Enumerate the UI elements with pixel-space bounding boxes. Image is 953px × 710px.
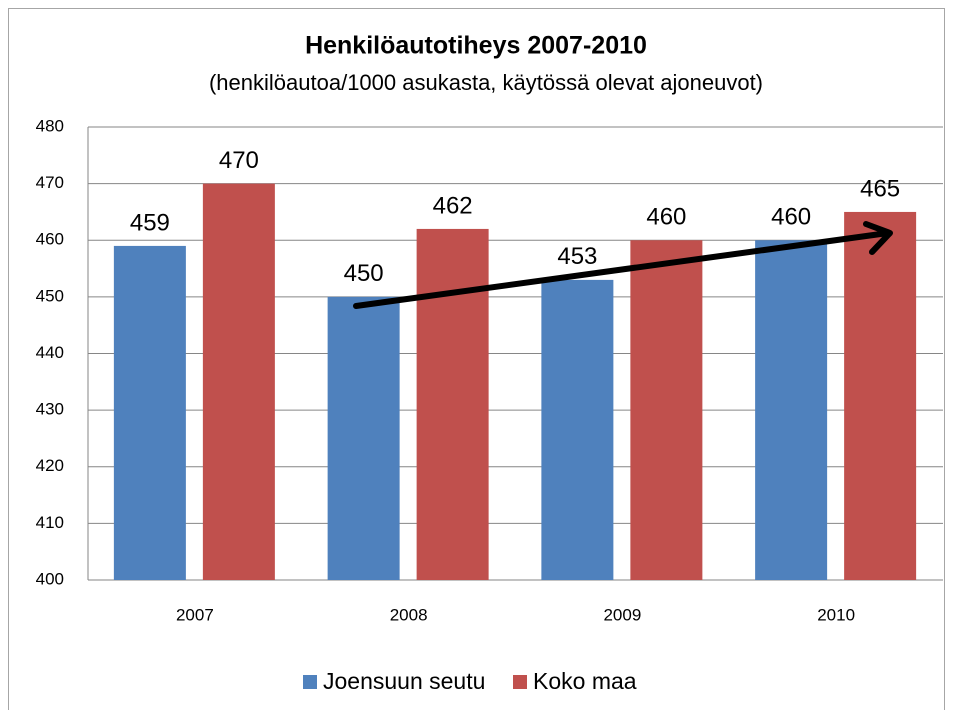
chart-title: Henkilöautotiheys 2007-2010 [305,32,647,60]
legend-label: Koko maa [533,668,637,694]
data-label: 450 [344,260,384,287]
data-label: 459 [130,209,170,236]
legend-label: Joensuun seutu [323,668,485,694]
x-tick-label: 2010 [817,605,855,624]
x-tick-label: 2007 [176,605,214,624]
legend-swatch [303,675,317,689]
data-label: 470 [219,147,259,174]
y-tick-label: 470 [36,173,64,192]
data-label: 465 [860,175,900,202]
x-tick-label: 2008 [390,605,428,624]
bar [416,228,489,581]
y-tick-label: 410 [36,513,64,532]
bar [755,240,828,580]
data-label: 460 [771,204,811,231]
x-tick-label: 2009 [603,605,641,624]
y-tick-label: 400 [36,569,64,588]
y-tick-label: 430 [36,400,64,419]
trend-arrow [353,230,891,309]
bar [630,240,703,580]
data-label: 453 [557,243,597,270]
bar [844,211,917,580]
bar [113,245,186,580]
data-label: 462 [433,192,473,219]
y-tick-label: 460 [36,230,64,249]
bar [541,279,614,580]
data-label: 460 [646,204,686,231]
y-tick-label: 450 [36,286,64,305]
y-tick-label: 480 [36,116,64,135]
y-tick-label: 420 [36,456,64,475]
chart-subtitle: (henkilöautoa/1000 asukasta, käytössä ol… [209,70,763,95]
legend-swatch [513,675,527,689]
bar [327,296,400,580]
arrow-head [863,221,893,255]
y-tick-label: 440 [36,343,64,362]
bar [202,183,275,580]
